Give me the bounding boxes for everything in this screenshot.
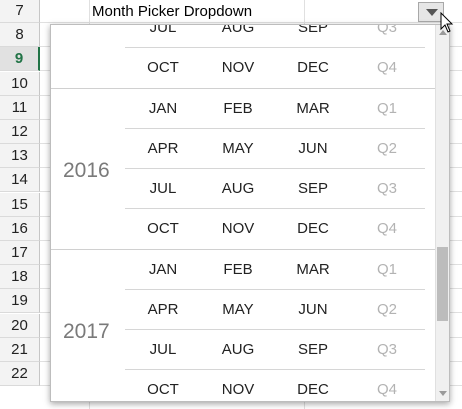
year-label: 2015 bbox=[63, 25, 110, 28]
month-option[interactable]: AUG bbox=[221, 24, 255, 36]
month-picker-dropdown[interactable]: 2015 JUL AUG SEP Q3 OCT NOV DEC Q4 2016 JAN FEB M… bbox=[50, 24, 450, 402]
month-option[interactable]: OCT bbox=[147, 59, 179, 76]
quarter-option[interactable]: Q1 bbox=[376, 261, 397, 278]
row-header-11[interactable]: 11 bbox=[0, 95, 40, 120]
year-block-2017: 2017 JAN FEB MAR Q1 APR MAY JUN Q2 JUL AUG SEP Q3 OC… bbox=[51, 250, 435, 401]
quarter-row: OCT NOV DEC Q4 bbox=[125, 48, 425, 88]
month-option[interactable]: FEB bbox=[223, 100, 253, 117]
quarter-row: JUL AUG SEP Q3 bbox=[125, 24, 425, 48]
quarter-row: JUL AUG SEP Q3 bbox=[125, 330, 425, 370]
row-header-22[interactable]: 22 bbox=[0, 362, 40, 386]
title-cell[interactable]: Month Picker Dropdown bbox=[92, 3, 253, 20]
quarter-option[interactable]: Q2 bbox=[376, 301, 397, 318]
month-option[interactable]: MAY bbox=[222, 301, 254, 318]
row-header-21[interactable]: 21 bbox=[0, 337, 40, 362]
row-header-13[interactable]: 13 bbox=[0, 144, 40, 169]
row-header-16[interactable]: 16 bbox=[0, 216, 40, 241]
month-option[interactable]: MAR bbox=[296, 100, 330, 117]
month-option[interactable]: DEC bbox=[297, 59, 329, 76]
month-option[interactable]: NOV bbox=[221, 220, 255, 237]
quarter-option[interactable]: Q2 bbox=[376, 140, 397, 157]
quarter-row: JAN FEB MAR Q1 bbox=[125, 250, 425, 290]
row-header-9[interactable]: 9 bbox=[0, 47, 40, 72]
quarter-row: APR MAY JUN Q2 bbox=[125, 290, 425, 330]
row-header-7[interactable]: 7 bbox=[0, 0, 40, 23]
month-option[interactable]: FEB bbox=[223, 261, 253, 278]
grid-row bbox=[40, 0, 462, 23]
quarter-option[interactable]: Q1 bbox=[376, 100, 397, 117]
quarter-option[interactable]: Q3 bbox=[376, 341, 397, 358]
chevron-down-icon bbox=[426, 9, 438, 16]
month-option[interactable]: JUL bbox=[149, 180, 177, 197]
quarter-row: OCT NOV DEC Q4 bbox=[125, 209, 425, 249]
quarter-row: JUL AUG SEP Q3 bbox=[125, 169, 425, 209]
year-label: 2016 bbox=[63, 159, 110, 182]
year-block-2016: 2016 JAN FEB MAR Q1 APR MAY JUN Q2 JUL AUG SEP Q3 OC… bbox=[51, 89, 435, 250]
month-option[interactable]: JUL bbox=[149, 24, 177, 36]
month-option[interactable]: JAN bbox=[148, 261, 178, 278]
month-option[interactable]: DEC bbox=[297, 381, 329, 398]
quarter-option[interactable]: Q4 bbox=[376, 220, 397, 237]
row-header-18[interactable]: 18 bbox=[0, 265, 40, 290]
quarter-row: OCT NOV DEC Q4 bbox=[125, 370, 425, 401]
scroll-down-icon[interactable] bbox=[439, 391, 447, 396]
month-option[interactable]: APR bbox=[147, 301, 179, 318]
year-block-2015: 2015 JUL AUG SEP Q3 OCT NOV DEC Q4 bbox=[51, 24, 435, 89]
month-option[interactable]: OCT bbox=[147, 381, 179, 398]
month-option[interactable]: DEC bbox=[297, 220, 329, 237]
month-option[interactable]: NOV bbox=[221, 381, 255, 398]
month-option[interactable]: SEP bbox=[297, 341, 328, 358]
quarter-option[interactable]: Q4 bbox=[376, 59, 397, 76]
quarter-option[interactable]: Q3 bbox=[376, 180, 397, 197]
month-option[interactable]: SEP bbox=[297, 180, 328, 197]
month-option[interactable]: JUN bbox=[298, 140, 328, 157]
month-option[interactable]: OCT bbox=[147, 220, 179, 237]
quarter-row: JAN FEB MAR Q1 bbox=[125, 89, 425, 129]
month-option[interactable]: NOV bbox=[221, 59, 255, 76]
month-picker-list: 2015 JUL AUG SEP Q3 OCT NOV DEC Q4 2016 JAN FEB M… bbox=[51, 24, 435, 401]
month-option[interactable]: JAN bbox=[148, 100, 178, 117]
quarter-option[interactable]: Q3 bbox=[376, 24, 397, 36]
month-option[interactable]: AUG bbox=[221, 341, 255, 358]
row-header-19[interactable]: 19 bbox=[0, 289, 40, 314]
year-label: 2017 bbox=[63, 320, 110, 343]
scroll-up-icon[interactable] bbox=[439, 30, 447, 35]
row-header-10[interactable]: 10 bbox=[0, 71, 40, 96]
month-option[interactable]: JUN bbox=[298, 301, 328, 318]
quarter-row: APR MAY JUN Q2 bbox=[125, 129, 425, 169]
scrollbar[interactable] bbox=[435, 25, 449, 401]
dropdown-button[interactable] bbox=[418, 2, 444, 22]
row-header-15[interactable]: 15 bbox=[0, 192, 40, 217]
month-option[interactable]: JUL bbox=[149, 341, 177, 358]
row-header-17[interactable]: 17 bbox=[0, 241, 40, 265]
row-header-20[interactable]: 20 bbox=[0, 313, 40, 338]
pointer-cursor-icon bbox=[440, 12, 454, 33]
scroll-thumb[interactable] bbox=[437, 247, 448, 321]
month-option[interactable]: SEP bbox=[297, 24, 328, 36]
month-option[interactable]: APR bbox=[147, 140, 179, 157]
month-option[interactable]: AUG bbox=[221, 180, 255, 197]
month-option[interactable]: MAY bbox=[222, 140, 254, 157]
month-option[interactable]: MAR bbox=[296, 261, 330, 278]
quarter-option[interactable]: Q4 bbox=[376, 381, 397, 398]
row-header-12[interactable]: 12 bbox=[0, 120, 40, 144]
row-header-8[interactable]: 8 bbox=[0, 23, 40, 48]
row-header-14[interactable]: 14 bbox=[0, 168, 40, 193]
